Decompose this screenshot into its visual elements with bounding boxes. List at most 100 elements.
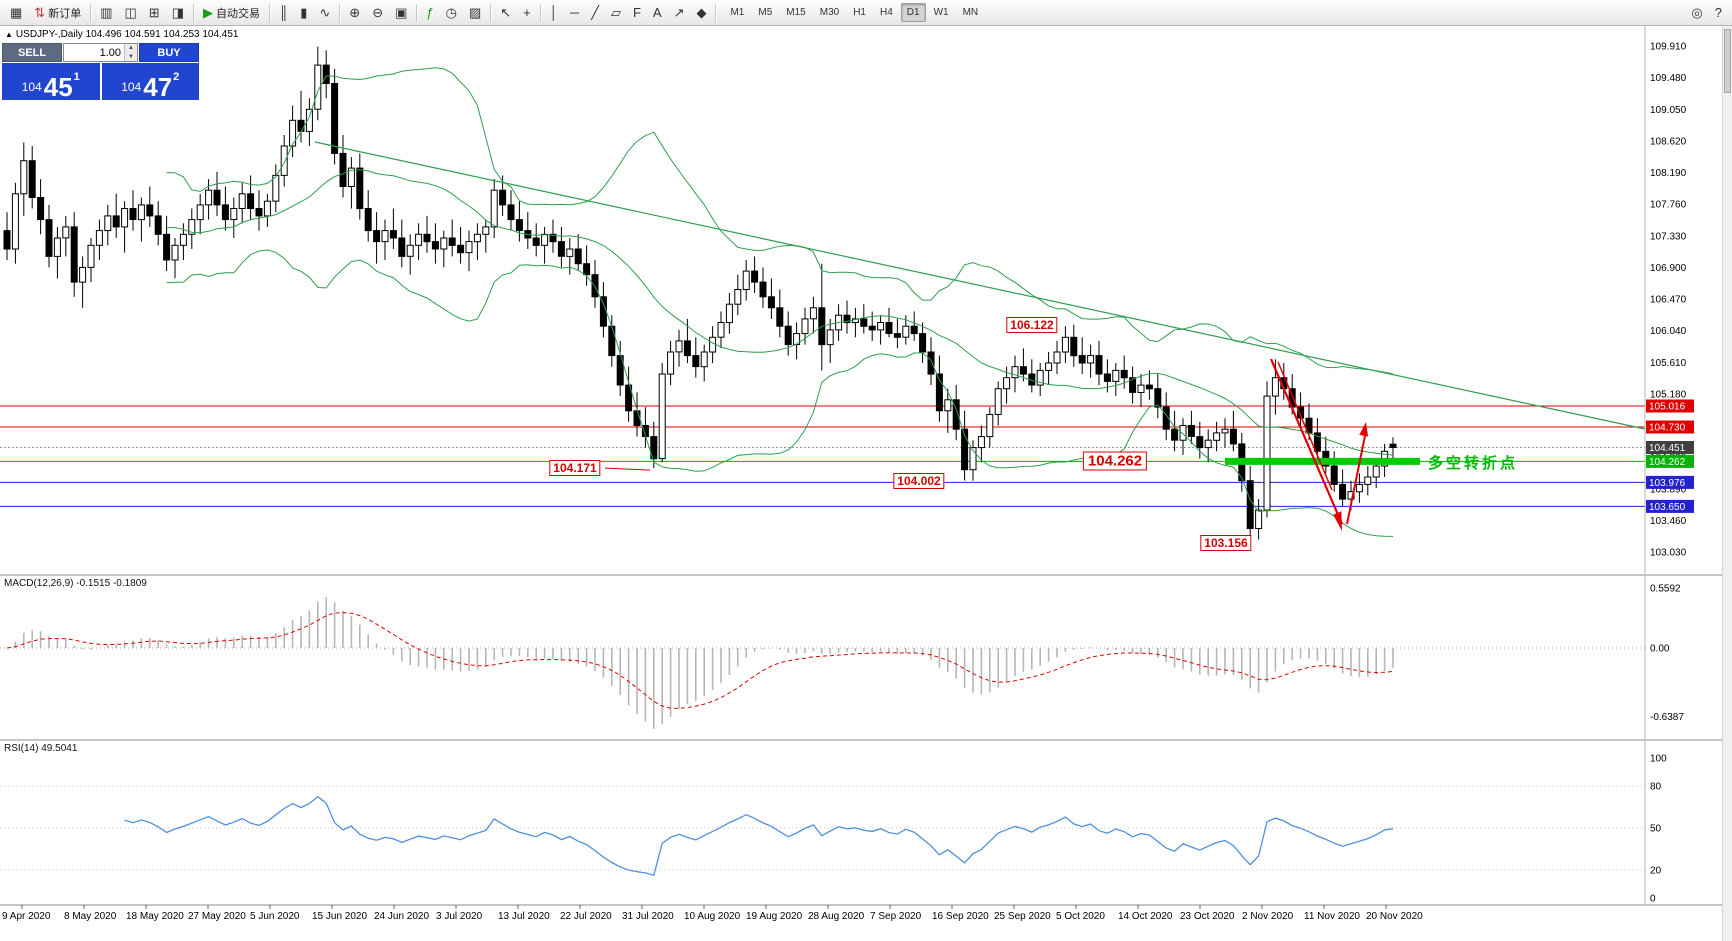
candlestick-chart-type-icon-glyph: ▮	[300, 5, 308, 20]
terminal-icon[interactable]: ◨	[167, 2, 189, 24]
tile-windows-icon[interactable]: ▣	[390, 2, 412, 24]
svg-text:-0.6387: -0.6387	[1650, 712, 1684, 723]
chart-canvas[interactable]: 109.910 109.480 109.050 108.620 108.190 107.7…	[0, 26, 1732, 941]
search-icon[interactable]: ◎	[1686, 2, 1707, 24]
timeframe-mn[interactable]: MN	[962, 7, 979, 18]
volume-input[interactable]: 1.00 ▲ ▼	[63, 43, 138, 62]
new-chart-icon-glyph: ▦	[10, 5, 23, 20]
line-chart-type-icon[interactable]: ∿	[314, 2, 335, 24]
market-watch-icon-glyph: ▥	[100, 5, 113, 20]
price-callout-104.262: 104.262	[1082, 451, 1148, 471]
arrow-icon[interactable]: ↗	[669, 2, 690, 24]
scrollbar-thumb[interactable]	[1724, 29, 1731, 93]
price-tags-group: 105.016 104.730 104.451 104.262 103.976 103.6…	[1646, 399, 1694, 513]
timeframe-h1[interactable]: H1	[853, 7, 866, 18]
timeframe-d1[interactable]: D1	[900, 3, 926, 22]
toolbar-separator	[193, 3, 194, 22]
horizontal-line-icon[interactable]: ─	[565, 2, 584, 24]
timeframe-m30[interactable]: M30	[819, 7, 840, 18]
trendline-icon[interactable]: ╱	[586, 2, 604, 24]
buy-price-display[interactable]: 104 47 2	[101, 63, 199, 100]
toolbar-right-group: ◎?	[1685, 2, 1728, 24]
auto-trading-button[interactable]: ▶ 自动交易	[198, 2, 265, 24]
stepper-up-icon[interactable]: ▲	[125, 44, 137, 53]
zoom-out-icon-glyph: ⊖	[372, 5, 384, 20]
text-icon[interactable]: A	[648, 2, 667, 24]
svg-text:10 Aug 2020: 10 Aug 2020	[684, 911, 741, 922]
stepper-down-icon[interactable]: ▼	[125, 52, 137, 61]
help-icon[interactable]: ?	[1710, 2, 1727, 24]
timeframe-w1[interactable]: W1	[933, 7, 949, 18]
timeframe-m1[interactable]: M1	[730, 7, 745, 18]
bollinger-bands-group	[166, 67, 1394, 537]
shapes-icon[interactable]: ◆	[691, 2, 711, 24]
rsi-panel-group: 100 80 50 20 0	[0, 754, 1667, 905]
svg-text:8 May 2020: 8 May 2020	[64, 911, 117, 922]
new-order-button-label: 新订单	[48, 7, 82, 20]
zoom-in-icon[interactable]: ⊕	[344, 2, 365, 24]
svg-text:20: 20	[1650, 866, 1662, 877]
pivot-annotation-text: 多空转折点	[1428, 455, 1519, 473]
svg-text:105.610: 105.610	[1650, 358, 1687, 369]
svg-text:106.900: 106.900	[1650, 263, 1687, 274]
toolbar-separator	[490, 3, 492, 22]
vertical-scrollbar[interactable]	[1722, 26, 1732, 941]
callout-leaders-group	[604, 467, 651, 471]
new-order-button[interactable]: ⇅ 新订单	[29, 2, 86, 24]
sell-price-display[interactable]: 104 45 1	[2, 63, 100, 100]
bar-chart-type-icon-glyph: ║	[279, 5, 289, 20]
timeframe-h4[interactable]: H4	[879, 7, 893, 18]
channel-icon[interactable]: ▱	[606, 2, 626, 24]
trendline	[314, 141, 1646, 430]
navigator-icon[interactable]: ⊞	[144, 2, 165, 24]
svg-text:28 Aug 2020: 28 Aug 2020	[808, 911, 865, 922]
trend-arrows-group	[1269, 358, 1369, 531]
periods-icon[interactable]: ◷	[441, 2, 462, 24]
zoom-in-icon-glyph: ⊕	[349, 5, 361, 20]
volume-stepper[interactable]: ▲ ▼	[124, 44, 137, 61]
svg-text:105.016: 105.016	[1649, 402, 1686, 413]
svg-text:2 Nov 2020: 2 Nov 2020	[1242, 911, 1294, 922]
toolbar-separator	[339, 3, 341, 22]
buy-button[interactable]: BUY	[139, 43, 199, 62]
svg-text:106.470: 106.470	[1650, 295, 1687, 306]
templates-icon[interactable]: ▨	[464, 2, 486, 24]
svg-text:103.976: 103.976	[1649, 478, 1686, 489]
periods-icon-glyph: ◷	[445, 5, 457, 20]
indicators-icon[interactable]: ƒ	[421, 2, 438, 24]
svg-text:24 Jun 2020: 24 Jun 2020	[374, 911, 429, 922]
svg-text:16 Sep 2020: 16 Sep 2020	[932, 911, 989, 922]
new-order-button-glyph: ⇅	[34, 5, 46, 20]
buy-price-pip: 2	[173, 71, 180, 83]
bar-chart-type-icon[interactable]: ║	[274, 2, 293, 24]
svg-text:103.650: 103.650	[1649, 502, 1686, 513]
vertical-line-icon[interactable]: │	[545, 2, 563, 24]
svg-text:0.5592: 0.5592	[1650, 584, 1681, 595]
svg-text:103.890: 103.890	[1650, 484, 1687, 495]
svg-text:0.00: 0.00	[1650, 644, 1670, 655]
timeframe-m15[interactable]: M15	[786, 7, 806, 18]
cursor-icon[interactable]: ↖	[495, 2, 516, 24]
svg-text:107.760: 107.760	[1650, 200, 1687, 211]
zoom-out-icon[interactable]: ⊖	[367, 2, 388, 24]
sell-button[interactable]: SELL	[2, 43, 62, 62]
data-window-icon[interactable]: ◫	[120, 2, 142, 24]
chart-window: 109.910 109.480 109.050 108.620 108.190 107.7…	[0, 26, 1732, 941]
arrow-icon-glyph: ↗	[673, 5, 685, 20]
market-watch-icon[interactable]: ▥	[95, 2, 117, 24]
new-chart-icon[interactable]: ▦	[5, 2, 27, 24]
fibonacci-icon[interactable]: F	[628, 2, 646, 24]
sell-price-pip: 1	[73, 71, 80, 83]
toolbar-separator	[416, 3, 418, 22]
svg-text:25 Sep 2020: 25 Sep 2020	[994, 911, 1051, 922]
terminal-icon-glyph: ◨	[171, 5, 184, 20]
crosshair-icon[interactable]: +	[518, 2, 536, 24]
candlestick-chart-type-icon[interactable]: ▮	[295, 2, 312, 24]
timeframe-m5[interactable]: M5	[758, 7, 773, 18]
macd-indicator-label: MACD(12,26,9) -0.1515 -0.1809	[4, 578, 147, 589]
horizontal-line-icon-glyph: ─	[569, 5, 580, 20]
svg-text:31 Jul 2020: 31 Jul 2020	[622, 911, 674, 922]
one-click-trading-widget: SELL 1.00 ▲ ▼ BUY 104 45 1 104 47 2	[2, 43, 199, 100]
svg-text:3 Jul 2020: 3 Jul 2020	[436, 911, 483, 922]
svg-text:5 Jun 2020: 5 Jun 2020	[250, 911, 300, 922]
